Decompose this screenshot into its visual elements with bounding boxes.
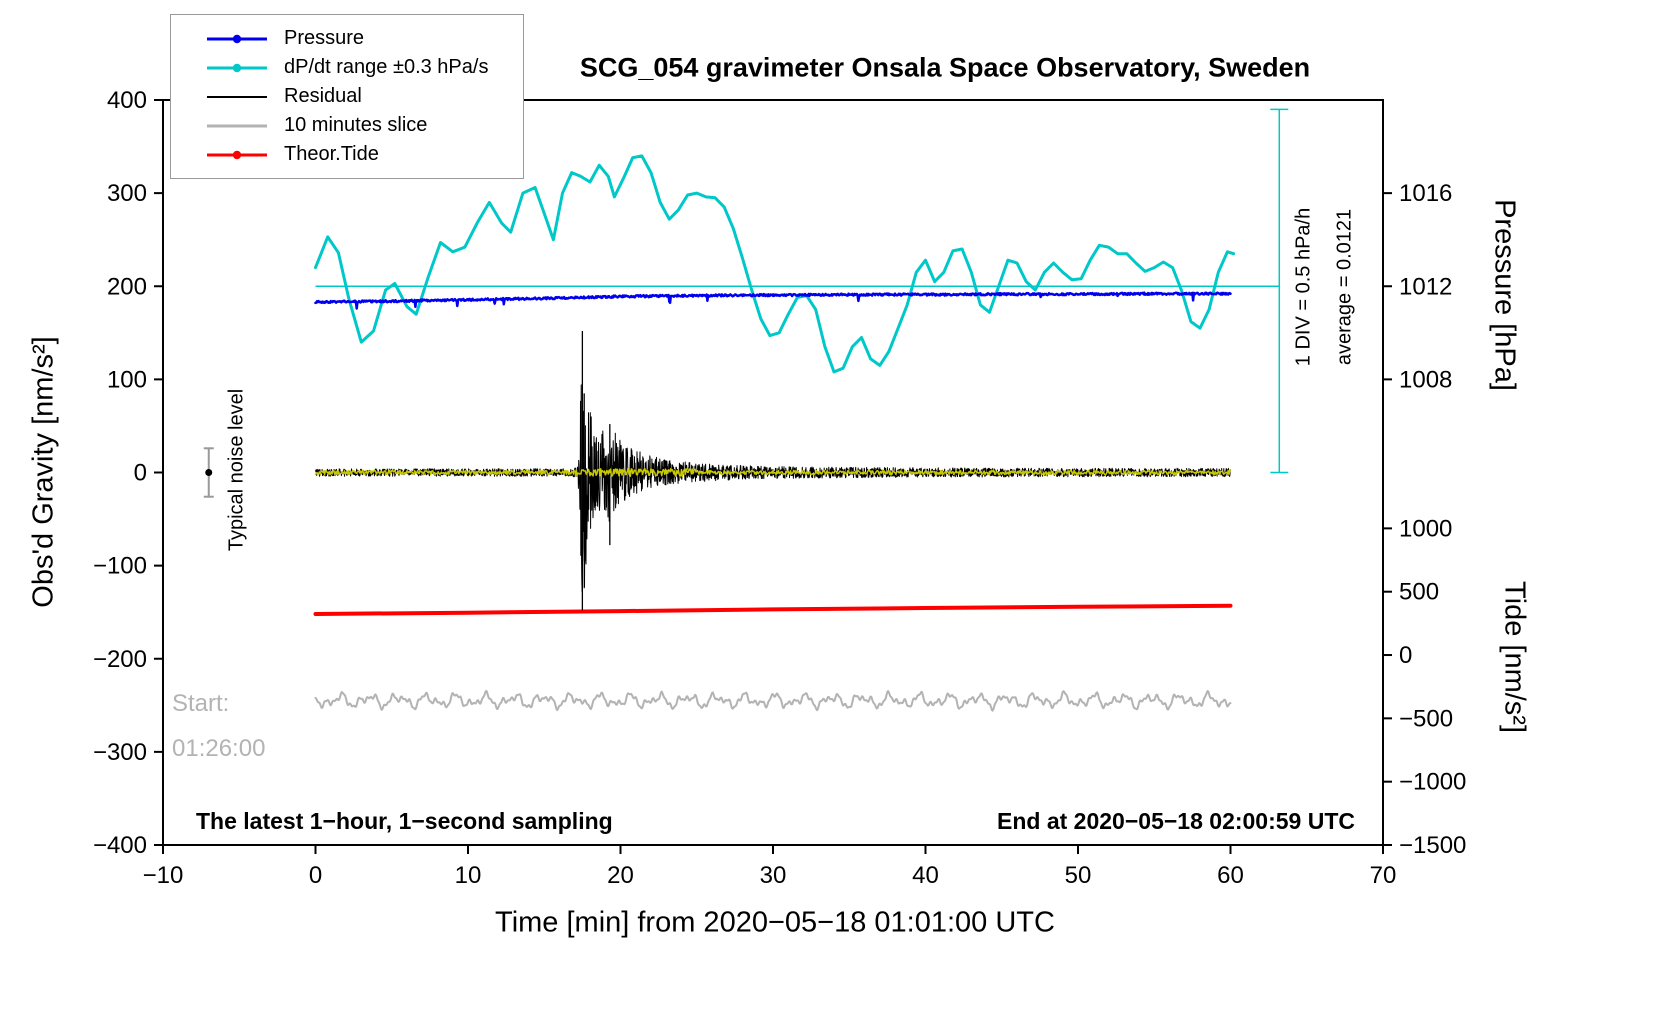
legend: Pressure dP/dt range ±0.3 hPa/s Residual… [170,14,524,179]
legend-item-dpdt: dP/dt range ±0.3 hPa/s [171,53,523,82]
x-tick-label: 70 [1370,862,1397,889]
tide-tick-label: 1000 [1399,515,1452,542]
pressure-tick-label: 1016 [1399,180,1452,207]
residual-smoothed-curve [314,468,1232,477]
dpdt-line-marker-icon [207,63,267,72]
y-left-tick-label: 100 [107,366,147,393]
x-tick-label: 30 [760,862,787,889]
y-left-tick-label: −400 [93,832,147,859]
x-tick-label: 60 [1217,862,1244,889]
tide-tick-label: −500 [1399,705,1453,732]
legend-item-pressure: Pressure [171,24,523,53]
legend-label: Residual [284,85,362,107]
legend-label: Pressure [284,27,365,49]
div-scale-note: 1 DIV = 0.5 hPa/h [1292,207,1315,367]
tide-tick-label: 0 [1399,642,1412,669]
y-left-tick-label: −300 [93,739,147,766]
legend-item-slice: 10 minutes slice [171,111,523,140]
y-axis-label-gravity: Obs'd Gravity [nm/s²] [27,336,60,608]
y-axis-label-tide: Tide [nm/s²] [1498,580,1531,734]
x-tick-label: −10 [143,862,184,889]
y-axis-label-pressure: Pressure [hPa] [1488,199,1521,391]
y-left-tick-label: −200 [93,646,147,673]
x-tick-label: 40 [912,862,939,889]
legend-item-tide: Theor.Tide [171,140,523,169]
pressure-tick-label: 1012 [1399,273,1452,300]
legend-label: 10 minutes slice [284,114,428,136]
legend-dot [232,63,242,72]
residual-curve [315,384,1231,593]
tide-line-marker-icon [207,150,267,159]
y-left-tick-label: 200 [107,273,147,300]
legend-item-residual: Residual [171,82,523,111]
slice-line-marker-icon [207,124,267,127]
start-time-annotation: Start: 01:26:00 [172,681,265,771]
typical-noise-level-label: Typical noise level [225,388,248,552]
start-time-value: 01:26:00 [172,735,266,762]
x-tick-label: 50 [1065,862,1092,889]
average-note: average = 0.0121 [1333,208,1356,366]
legend-label: dP/dt range ±0.3 hPa/s [284,56,489,78]
x-tick-label: 20 [607,862,634,889]
pressure-curve [314,291,1232,310]
end-time-annotation: End at 2020−05−18 02:00:59 UTC [997,808,1355,834]
slice-curve [314,689,1232,712]
y-left-tick-label: 400 [107,87,147,114]
x-axis-label-time: Time [min] from 2020−05−18 01:01:00 UTC [495,906,1055,939]
pressure-tick-label: 1008 [1399,366,1452,393]
sampling-annotation: The latest 1−hour, 1−second sampling [196,808,613,834]
dpdt-curve [314,154,1236,374]
residual-line-marker-icon [207,95,267,98]
y-left-tick-label: −100 [93,553,147,580]
legend-dot [232,150,242,159]
legend-label: Theor.Tide [284,143,379,165]
y-left-tick-label: 300 [107,180,147,207]
tide-tick-label: 500 [1399,579,1439,606]
x-tick-label: 10 [455,862,482,889]
tide-curve [313,603,1233,616]
y-left-tick-label: 0 [134,460,147,487]
pressure-line-marker-icon [207,34,267,43]
legend-dot [232,34,242,43]
x-tick-label: 0 [309,862,322,889]
tide-tick-label: −1500 [1399,832,1466,859]
noise-marker-dot [205,469,213,476]
tide-tick-label: −1000 [1399,769,1466,796]
start-label: Start: [172,690,230,717]
chart-title: SCG_054 gravimeter Onsala Space Observat… [579,52,1311,83]
